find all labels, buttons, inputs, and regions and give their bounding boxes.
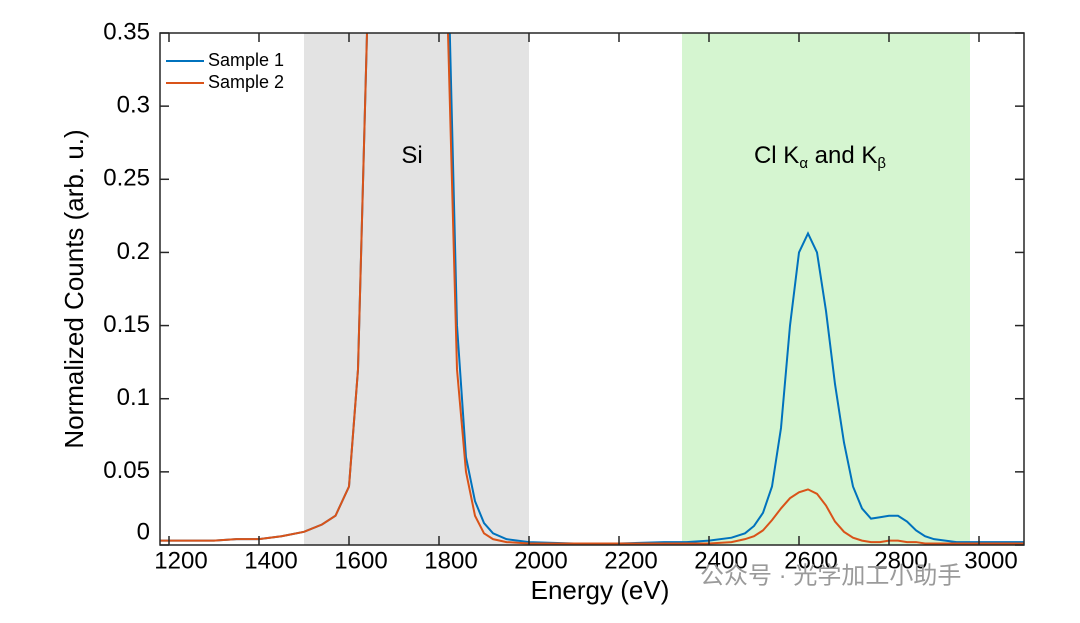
watermark: 公众号 · 光学加工小助手 xyxy=(700,562,961,589)
y-tick-label: 0.3 xyxy=(117,91,150,118)
y-tick-label: 0.25 xyxy=(103,165,150,192)
annotation-part: Cl K xyxy=(754,142,799,169)
annotation-part: Si xyxy=(401,142,422,169)
plot-lines xyxy=(160,33,1024,545)
y-tick-label: 0 xyxy=(137,518,150,545)
annotation-part: α xyxy=(799,155,808,172)
annotation-part: β xyxy=(877,155,886,172)
x-axis-label: Energy (eV) xyxy=(531,575,670,605)
data-line xyxy=(160,33,1024,545)
y-tick-label: 0.1 xyxy=(117,384,150,411)
x-tick-label: 2000 xyxy=(514,547,567,574)
x-tick-label: 2600 xyxy=(784,547,837,574)
x-tick-label: 2200 xyxy=(604,547,657,574)
x-tick-label: 1600 xyxy=(334,547,387,574)
x-tick-label: 1400 xyxy=(244,547,297,574)
x-tick-label: 1200 xyxy=(154,547,207,574)
shaded-region xyxy=(304,33,529,545)
x-tick-label: 2800 xyxy=(874,547,927,574)
y-tick-label: 0.05 xyxy=(103,457,150,484)
legend-label: Sample 1 xyxy=(208,50,284,70)
y-tick-label: 0.15 xyxy=(103,311,150,338)
y-tick-label: 0.2 xyxy=(117,238,150,265)
x-tick-label: 1800 xyxy=(424,547,477,574)
annotation: Cl Kα and Kβ xyxy=(754,142,886,172)
axes-box xyxy=(159,32,1025,546)
y-tick-label: 0.35 xyxy=(103,18,150,45)
x-tick-label: 3000 xyxy=(964,547,1017,574)
y-axis-label: Normalized Counts (arb. u.) xyxy=(59,129,89,448)
annotation: Si xyxy=(401,142,422,169)
legend-label: Sample 2 xyxy=(208,72,284,92)
shaded-region xyxy=(682,33,970,545)
x-tick-label: 2400 xyxy=(694,547,747,574)
annotation-part: and K xyxy=(808,142,877,169)
